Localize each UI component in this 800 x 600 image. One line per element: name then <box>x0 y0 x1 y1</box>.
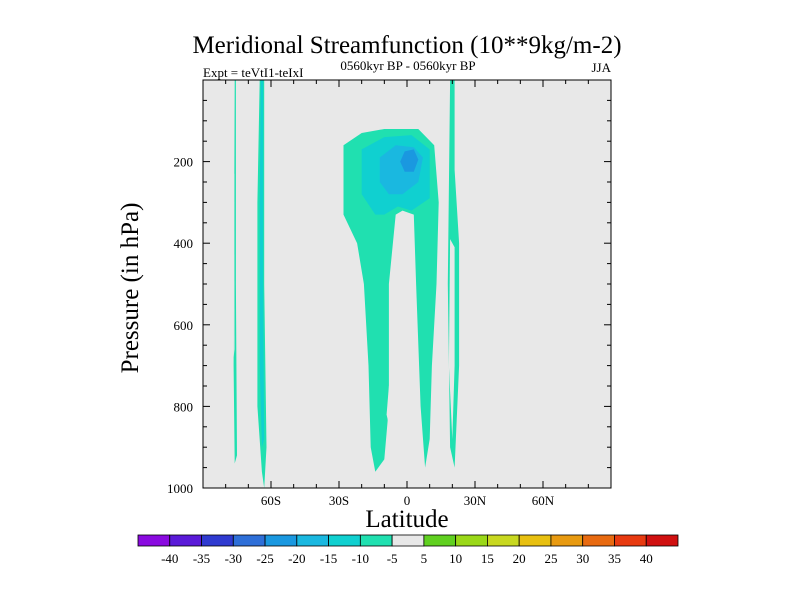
colorbar-swatch <box>455 534 488 547</box>
region-positive-cell-50S <box>286 198 303 460</box>
colorbar-label: -35 <box>193 551 210 566</box>
x-tick-label: 30N <box>464 493 487 508</box>
colorbar-label: 25 <box>544 551 557 566</box>
contour-regions <box>233 80 482 488</box>
colorbar-label: -15 <box>320 551 337 566</box>
region-positive-blob-5S <box>400 349 405 464</box>
colorbar-swatch <box>201 534 234 547</box>
colorbar-swatch <box>359 534 393 547</box>
period-label: 0560kyr BP - 0560kyr BP <box>340 58 475 73</box>
y-tick-label: 600 <box>174 318 194 333</box>
region-negative-column-60S-inner <box>259 80 265 448</box>
region-negative-cell-tropics-max <box>400 149 419 172</box>
x-tick-label: 60S <box>261 493 281 508</box>
colorbar-swatch <box>423 534 457 547</box>
colorbar-label: 40 <box>640 551 653 566</box>
colorbar-label: 5 <box>421 551 428 566</box>
chart-title: Meridional Streamfunction (10**9kg/m-2) <box>192 32 621 59</box>
region-positive-streak-20N <box>448 239 455 439</box>
x-axis-label: Latitude <box>365 506 448 533</box>
colorbar-swatch <box>328 534 361 547</box>
colorbar-label: -40 <box>161 551 178 566</box>
colorbar-label: -10 <box>352 551 369 566</box>
colorbar-label: 30 <box>576 551 589 566</box>
region-negative-sliver-75S <box>233 80 237 464</box>
colorbar-label: 10 <box>449 551 462 566</box>
y-axis-label: Pressure (in hPa) <box>117 203 144 374</box>
colorbar-label: -20 <box>288 551 305 566</box>
season-label: JJA <box>591 60 611 75</box>
colorbar-label: -5 <box>387 551 398 566</box>
colorbar-swatch <box>232 534 266 547</box>
y-tick-label: 400 <box>174 236 194 251</box>
colorbar-swatch <box>137 534 171 547</box>
colorbar-swatch <box>487 534 520 547</box>
colorbar-label: -25 <box>256 551 273 566</box>
experiment-label: Expt = teVtI1-teIxI <box>203 65 303 80</box>
colorbar-swatch <box>645 534 679 547</box>
x-tick-label: 30S <box>329 493 349 508</box>
x-tick-label: 60N <box>532 493 555 508</box>
colorbar-swatch <box>391 534 425 547</box>
y-tick-label: 1000 <box>167 481 193 496</box>
colorbar-swatch <box>296 534 329 547</box>
region-positive-sliver-75S <box>233 173 235 358</box>
colorbar-swatch <box>614 534 647 547</box>
y-tick-label: 800 <box>174 399 194 414</box>
colorbar-label: 35 <box>608 551 621 566</box>
colorbar-swatch <box>264 534 298 547</box>
colorbar: -40 -35 -30 -25 -20 -15 -10 -5 5 10 15 20 25 30 35 40 <box>137 534 679 566</box>
region-negative-cell-tropics <box>343 129 439 472</box>
colorbar-label: -30 <box>225 551 242 566</box>
region-positive-blob-10S <box>386 365 396 435</box>
colorbar-label: 15 <box>481 551 494 566</box>
x-tick-label: 0 <box>404 493 411 508</box>
colorbar-swatch <box>169 534 202 547</box>
region-positive-cell-30N <box>470 284 482 431</box>
colorbar-label: 20 <box>513 551 526 566</box>
axis-ticks: 60S 30S 0 30N 60N 200 400 600 800 1000 <box>167 80 611 508</box>
colorbar-swatch <box>550 534 584 547</box>
y-tick-label: 200 <box>174 155 194 170</box>
colorbar-swatch <box>518 534 552 547</box>
colorbar-swatch <box>582 534 615 547</box>
